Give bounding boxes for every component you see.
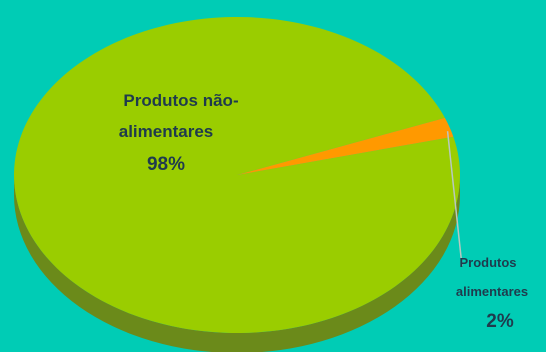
slice-label-nonfood: Produtos não- alimentares 98% xyxy=(96,92,266,174)
slice-1 xyxy=(237,117,454,175)
slice-label-food-line2: alimentares xyxy=(455,284,529,299)
slice-pct-food: 2% xyxy=(486,311,514,332)
slice-label-food-line1: Produtos xyxy=(459,255,517,270)
slice-pct-nonfood: 98% xyxy=(146,154,186,175)
slice-0 xyxy=(13,16,460,333)
slice-label-nonfood-line2: alimentares xyxy=(118,122,214,141)
slice-label-nonfood-line1: Produtos não- xyxy=(123,91,239,110)
leader-line xyxy=(446,131,463,267)
slice-label-food: Produtos alimentares 2% xyxy=(432,256,546,331)
